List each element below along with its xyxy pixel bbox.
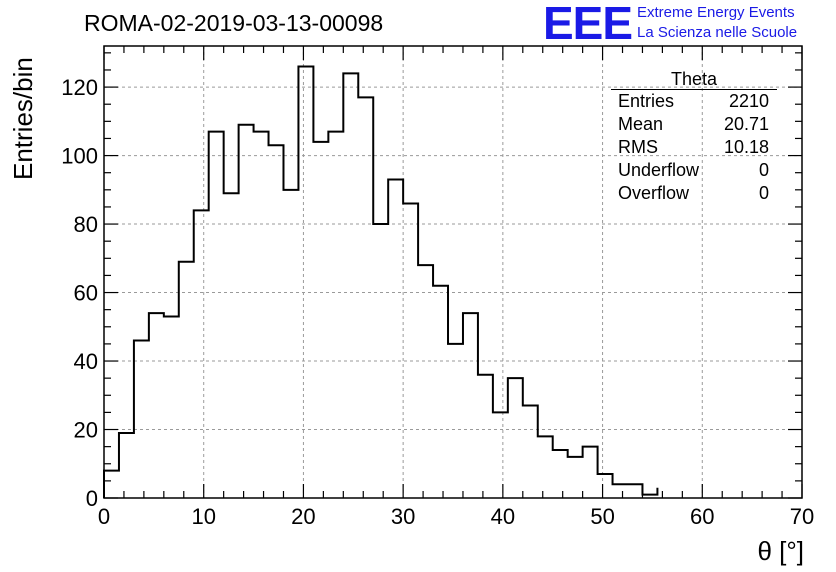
stats-row: Entries 2210: [611, 90, 777, 113]
x-tick-label: 10: [191, 504, 215, 529]
y-tick-label: 80: [74, 212, 98, 237]
logo-line-2: La Scienza nelle Scuole: [637, 24, 798, 41]
plot-frame: [103, 45, 803, 499]
stats-row: Overflow 0: [611, 182, 777, 205]
stats-row: RMS 10.18: [611, 136, 777, 159]
stats-value: 0: [758, 183, 769, 203]
x-tick-label: 60: [690, 504, 714, 529]
stats-value: 10.18: [723, 137, 769, 157]
logo-line-1: Extreme Energy Events: [637, 4, 795, 21]
stats-row: Underflow 0: [611, 159, 777, 182]
histogram-outline: [103, 65, 659, 498]
x-tick-label: 30: [391, 504, 415, 529]
stats-row: Mean 20.71: [611, 113, 777, 136]
stats-label: Overflow: [618, 183, 690, 203]
x-tick-label: 40: [491, 504, 515, 529]
y-tick-label: 20: [74, 418, 98, 443]
x-tick-label: 70: [790, 504, 814, 529]
y-axis-label-wrap: Entries/bin: [4, 57, 44, 190]
x-axis-label: θ [°]: [757, 536, 804, 566]
y-tick-label: 0: [86, 486, 98, 511]
stats-label: Underflow: [618, 160, 700, 180]
stats-label: RMS: [618, 137, 658, 157]
y-axis-label: Entries/bin: [8, 57, 38, 180]
eee-logo: EEE: [543, 0, 633, 49]
x-tick-label: 0: [98, 504, 110, 529]
y-tick-label: 100: [61, 144, 98, 169]
stats-label: Entries: [618, 91, 675, 111]
grid-lines: [104, 46, 802, 498]
axis-ticks: [103, 46, 803, 499]
stats-title: Theta: [611, 70, 777, 90]
stats-value: 2210: [728, 91, 769, 111]
stats-value: 20.71: [723, 114, 769, 134]
y-tick-label: 120: [61, 75, 98, 100]
y-tick-label: 40: [74, 349, 98, 374]
y-tick-label: 60: [74, 281, 98, 306]
run-title: ROMA-02-2019-03-13-00098: [84, 10, 384, 36]
stats-label: Mean: [618, 114, 664, 134]
stats-value: 0: [758, 160, 769, 180]
tick-labels: 0 10 20 30 40 50 60 70 0 20 40 60 80 100 120: [61, 75, 814, 529]
x-tick-label: 50: [590, 504, 614, 529]
x-tick-label: 20: [291, 504, 315, 529]
stats-box: Theta Entries 2210 Mean 20.71 RMS 10.18 …: [611, 70, 777, 205]
